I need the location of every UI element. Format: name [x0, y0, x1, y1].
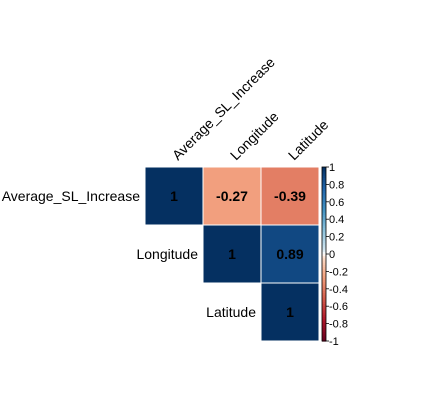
cell-value-label-0-1: -0.27 — [216, 188, 248, 204]
colorbar-tick-label: 1 — [329, 162, 335, 174]
colorbar-tick-label: -1 — [329, 336, 339, 348]
column-label-0: Average_SL_Increase — [169, 54, 278, 163]
cell-value-label-0-2: -0.39 — [274, 188, 306, 204]
colorbar-tick-label: 0 — [329, 249, 335, 261]
colorbar-tick-label: 0.4 — [329, 214, 344, 226]
column-label-2: Latitude — [285, 116, 332, 163]
row-label-0: Average_SL_Increase — [2, 188, 140, 204]
cell-value-label-2-2: 1 — [286, 304, 294, 320]
colorbar-tick-label: -0.8 — [329, 319, 348, 331]
row-label-1: Longitude — [136, 246, 198, 262]
colorbar-tick-label: -0.2 — [329, 266, 348, 278]
colorbar-tick-label: 0.6 — [329, 197, 344, 209]
row-label-2: Latitude — [206, 304, 256, 320]
colorbar-tick-label: -0.4 — [329, 284, 348, 296]
column-label-1: Longitude — [227, 108, 282, 163]
colorbar-tick-label: -0.6 — [329, 301, 348, 313]
colorbar-tick-label: 0.8 — [329, 179, 344, 191]
colorbar-tick-label: 0.2 — [329, 232, 344, 244]
colorbar: 1 0.8 0.6 0.4 0.2 0 -0.2 -0.4 -0.6 -0.8 -1 — [322, 162, 348, 348]
cell-value-label-1-1: 1 — [228, 246, 236, 262]
cell-value-label-0-0: 1 — [170, 188, 178, 204]
cell-value-label-1-2: 0.89 — [276, 246, 303, 262]
